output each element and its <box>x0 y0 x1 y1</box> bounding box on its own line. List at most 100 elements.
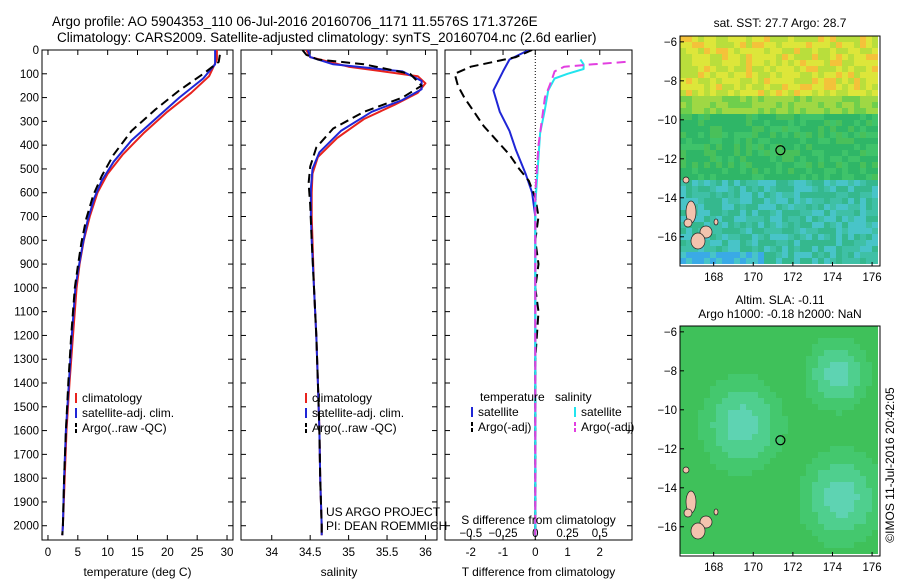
map-cell <box>788 240 794 246</box>
map-cell <box>782 518 788 524</box>
map-cell <box>812 434 818 440</box>
map-cell <box>722 240 728 246</box>
map-y-tick-label: −6 <box>664 37 677 49</box>
map-cell <box>704 186 710 192</box>
map-cell <box>836 66 842 72</box>
map-cell <box>776 368 782 374</box>
map-cell <box>872 458 878 464</box>
map-cell <box>764 512 770 518</box>
map-cell <box>692 84 698 90</box>
map-cell <box>872 216 878 222</box>
map-cell <box>848 192 854 198</box>
x-tick-label: 10 <box>101 547 114 559</box>
map-cell <box>746 452 752 458</box>
legend-climatology-0-label: climatology <box>82 391 142 405</box>
map-cell <box>800 356 806 362</box>
map-cell <box>734 42 740 48</box>
salinity-series-2 <box>306 50 423 536</box>
map-cell <box>824 428 830 434</box>
s-tick-label: 0.5 <box>592 528 608 540</box>
map-cell <box>848 446 854 452</box>
map-cell <box>704 536 710 542</box>
map-cell <box>686 228 692 234</box>
map-cell <box>692 222 698 228</box>
map-cell <box>812 216 818 222</box>
map-cell <box>842 144 848 150</box>
map-cell <box>812 506 818 512</box>
map-cell <box>722 404 728 410</box>
map-cell <box>806 66 812 72</box>
map-cell <box>860 54 866 60</box>
map-cell <box>782 356 788 362</box>
map-cell <box>698 434 704 440</box>
map-cell <box>872 186 878 192</box>
map-cell <box>698 332 704 338</box>
map-cell <box>806 326 812 332</box>
map-cell <box>692 458 698 464</box>
map-cell <box>686 332 692 338</box>
map-cell <box>836 138 842 144</box>
map-cell <box>740 404 746 410</box>
map-cell <box>812 252 818 258</box>
map-cell <box>794 344 800 350</box>
map-x-tick-label: 168 <box>704 562 723 574</box>
map-cell <box>728 168 734 174</box>
map-cell <box>860 422 866 428</box>
map-cell <box>866 350 872 356</box>
map-cell <box>872 96 878 102</box>
map-cell <box>722 518 728 524</box>
map-cell <box>746 84 752 90</box>
map-cell <box>836 72 842 78</box>
map-cell <box>764 150 770 156</box>
map-cell <box>764 138 770 144</box>
map-cell <box>830 338 836 344</box>
map-cell <box>758 500 764 506</box>
island <box>713 508 719 516</box>
map-cell <box>764 66 770 72</box>
map-cell <box>800 204 806 210</box>
map-cell <box>848 542 854 548</box>
map-x-tick-label: 168 <box>704 272 723 284</box>
map-cell <box>866 204 872 210</box>
map-cell <box>710 258 716 264</box>
map-cell <box>758 338 764 344</box>
salinity-axis-label: salinity <box>321 565 358 579</box>
map-cell <box>752 204 758 210</box>
map-cell <box>860 180 866 186</box>
map-cell <box>812 138 818 144</box>
map-cell <box>710 108 716 114</box>
map-cell <box>746 392 752 398</box>
map-cell <box>800 192 806 198</box>
map-cell <box>776 42 782 48</box>
map-cell <box>698 132 704 138</box>
map-cell <box>854 246 860 252</box>
map-cell <box>830 422 836 428</box>
x-tick-label: 2 <box>597 547 603 559</box>
map-cell <box>734 524 740 530</box>
map-cell <box>794 368 800 374</box>
map-cell <box>848 222 854 228</box>
map-cell <box>704 392 710 398</box>
map-cell <box>776 252 782 258</box>
map-cell <box>794 222 800 228</box>
map-cell <box>830 252 836 258</box>
map-cell <box>782 398 788 404</box>
map-cell <box>680 392 686 398</box>
map-cell <box>800 246 806 252</box>
map-cell <box>710 84 716 90</box>
map-cell <box>830 386 836 392</box>
map-cell <box>794 120 800 126</box>
map-cell <box>758 548 764 554</box>
map-cell <box>872 204 878 210</box>
map-cell <box>716 482 722 488</box>
map-cell <box>746 252 752 258</box>
legend-argo-1-label: Argo(..raw -QC) <box>312 421 397 435</box>
map-cell <box>806 482 812 488</box>
map-cell <box>788 150 794 156</box>
map-cell <box>698 114 704 120</box>
map-cell <box>746 428 752 434</box>
map-cell <box>782 326 788 332</box>
map-cell <box>830 138 836 144</box>
map-cell <box>776 72 782 78</box>
map-cell <box>836 126 842 132</box>
